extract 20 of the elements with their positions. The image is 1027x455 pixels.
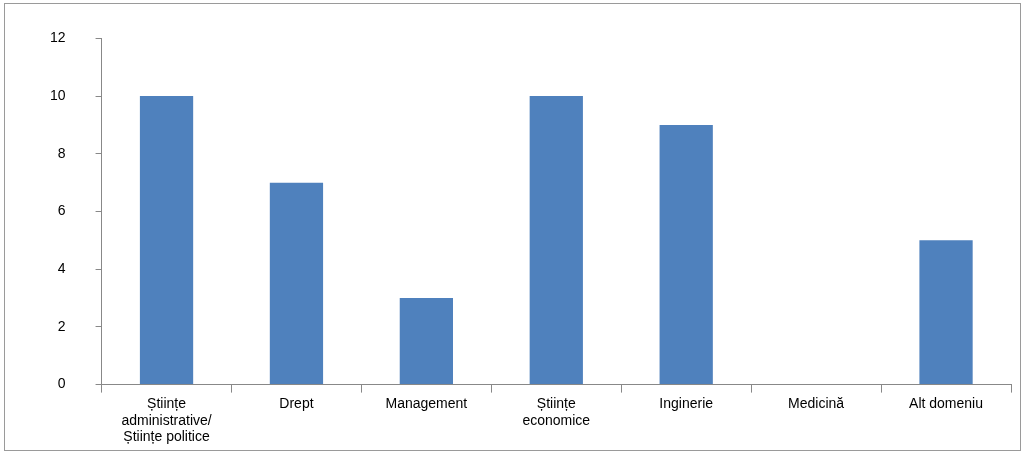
x-tick-label: Inginerie <box>659 394 714 411</box>
y-tick-label: 2 <box>57 317 66 334</box>
x-tick-label: Alt domeniu <box>909 394 984 411</box>
y-tick-label: 6 <box>57 202 66 219</box>
bar <box>139 96 194 385</box>
x-tick-label: Management <box>385 394 468 411</box>
bar <box>529 96 583 385</box>
x-tick-label: Drept <box>279 394 314 411</box>
y-tick-label: 8 <box>57 144 66 161</box>
y-tick-label: 10 <box>49 86 66 103</box>
x-tick-label: Medicină <box>788 394 845 411</box>
bar <box>269 182 324 385</box>
x-tick-label: Științe administrative/ Științe politice <box>121 394 212 445</box>
bar <box>659 124 713 385</box>
bar <box>919 240 973 385</box>
x-tick-label: Științe economice <box>522 394 591 428</box>
bar <box>399 298 453 385</box>
y-tick-label: 0 <box>57 375 66 392</box>
y-tick-label: 12 <box>49 29 66 46</box>
y-tick-label: 4 <box>57 260 66 277</box>
